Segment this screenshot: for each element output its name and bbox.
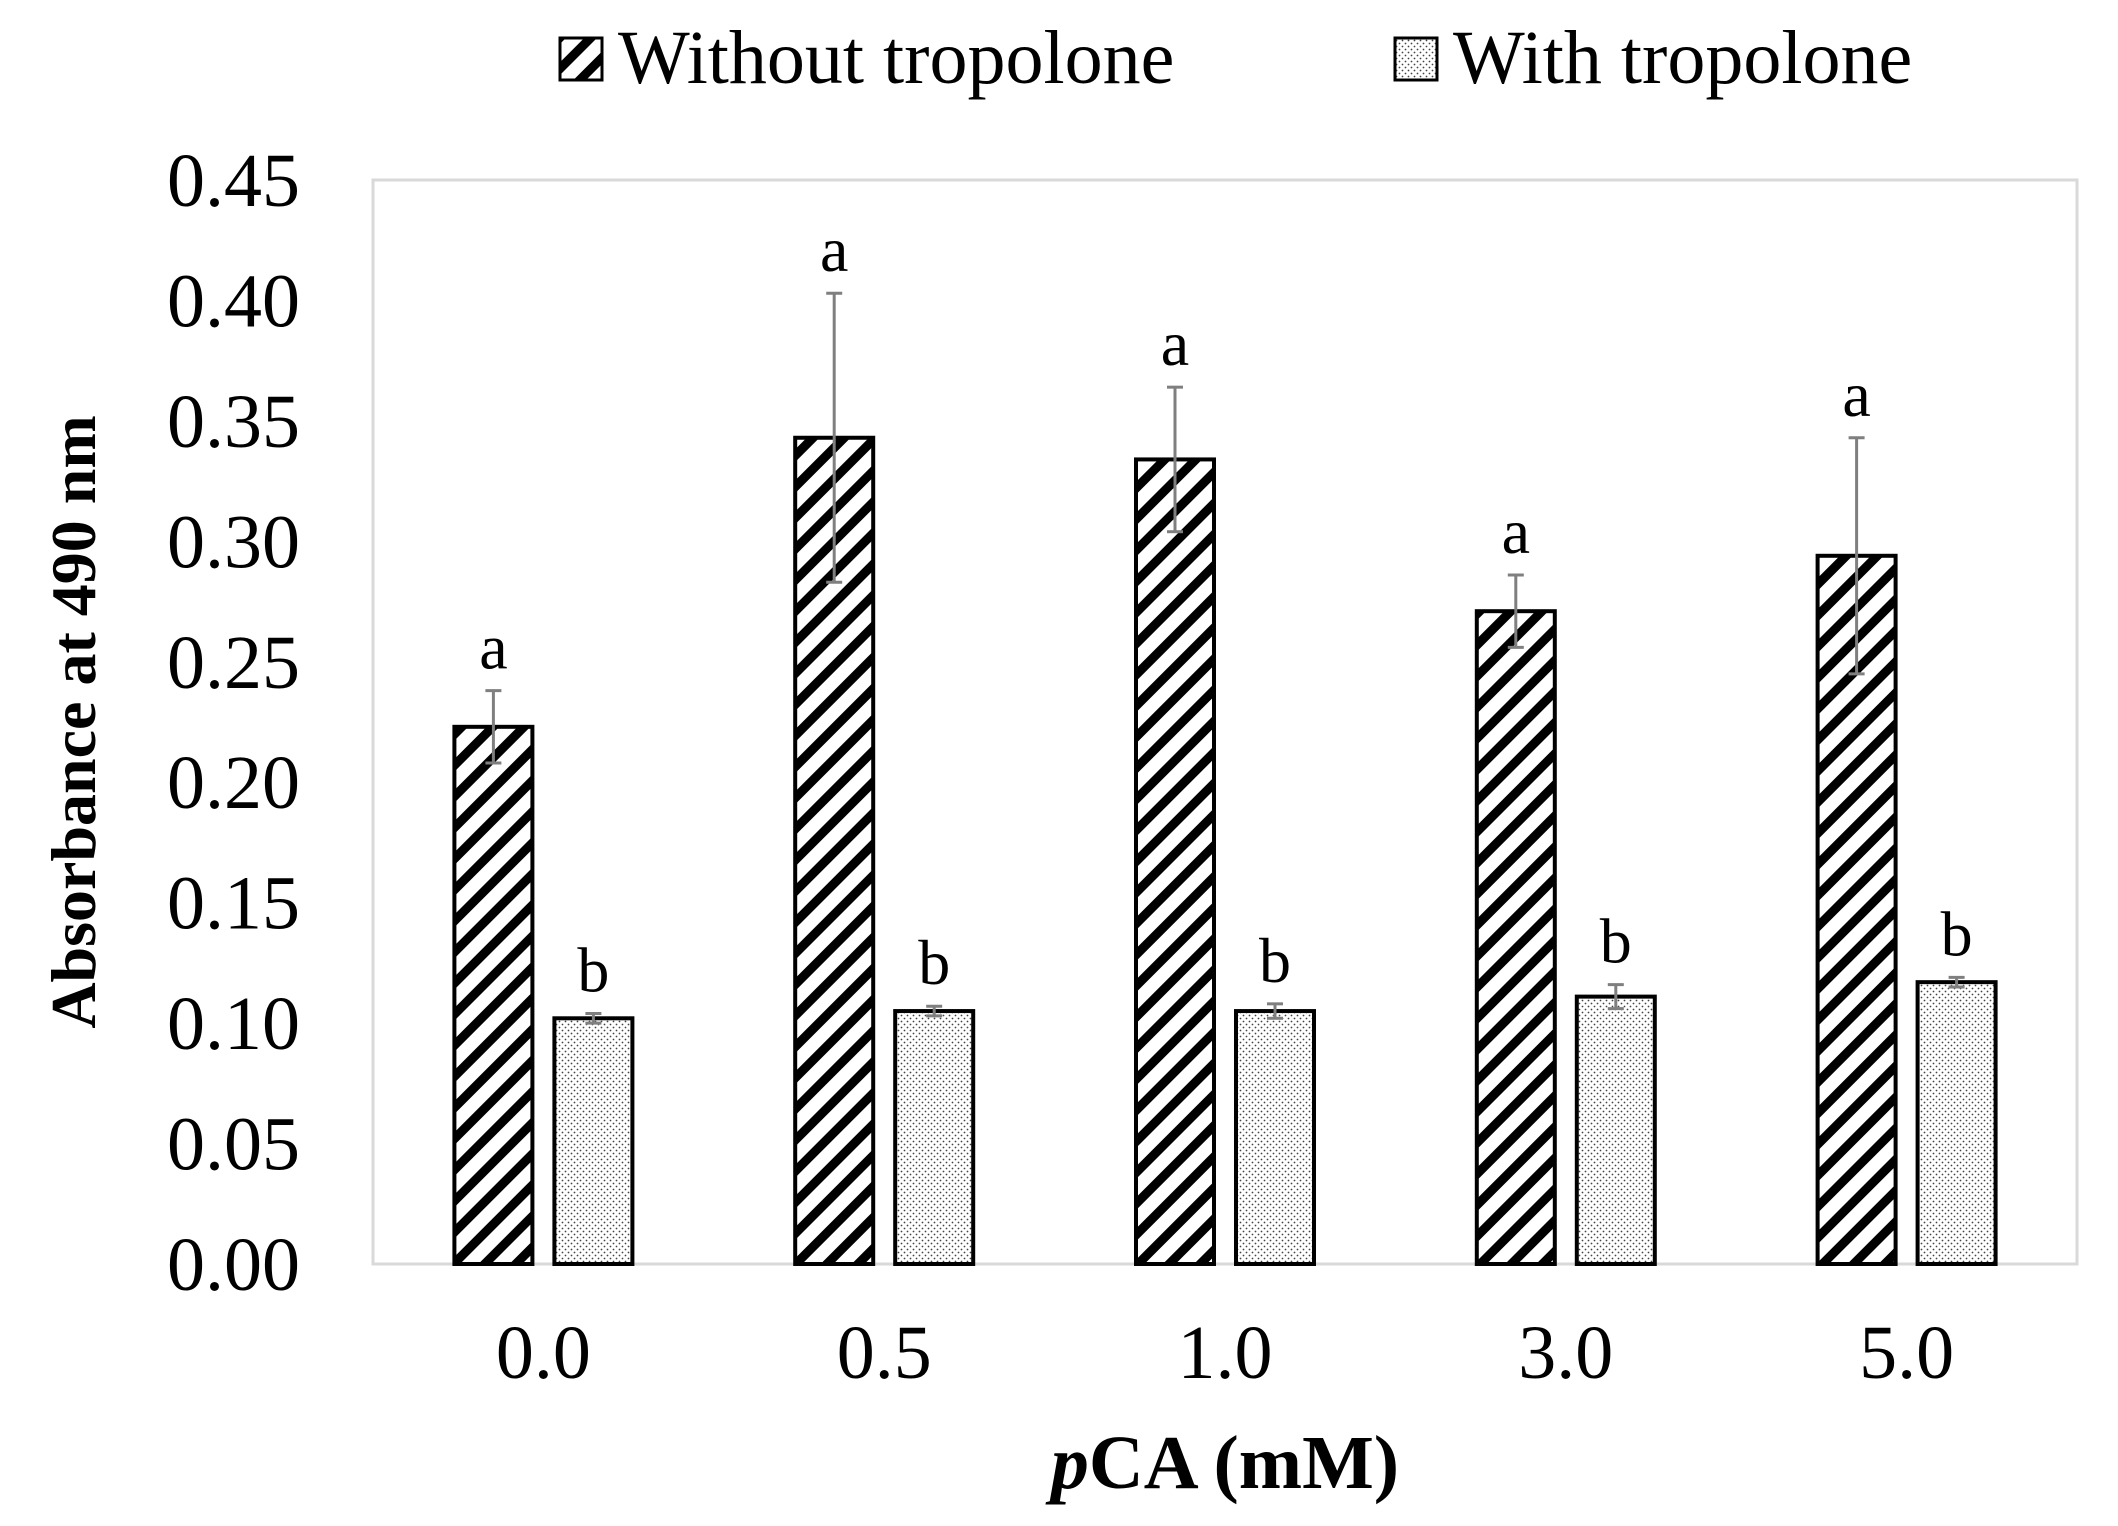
error-bar — [826, 291, 843, 584]
x-axis-title-rest: CA (mM) — [1089, 1421, 1399, 1505]
significance-letter: b — [1600, 906, 1632, 977]
bar-with-tropolone[interactable] — [552, 1016, 635, 1266]
y-tick-label: 0.30 — [167, 500, 300, 584]
x-tick-label: 0.5 — [837, 1311, 932, 1395]
error-bar — [1848, 436, 1865, 676]
x-axis-title: pCA (mM) — [1045, 1421, 1399, 1505]
y-tick-label: 0.00 — [167, 1223, 300, 1307]
plot-area — [371, 178, 2079, 1266]
legend-label-with-tropolone: With tropolone — [1453, 16, 1912, 100]
error-bar — [1507, 573, 1524, 649]
y-tick-label: 0.20 — [167, 741, 300, 825]
y-tick-label: 0.10 — [167, 982, 300, 1066]
y-tick-label: 0.40 — [167, 259, 300, 343]
legend-label-without-tropolone: Without tropolone — [618, 16, 1174, 100]
error-bar — [485, 689, 502, 765]
significance-letter: a — [1502, 496, 1530, 567]
error-bar — [585, 1011, 602, 1025]
x-tick-label: 0.0 — [496, 1311, 591, 1395]
x-tick-label: 3.0 — [1518, 1311, 1613, 1395]
bar-with-tropolone[interactable] — [1234, 1009, 1316, 1266]
bars — [452, 435, 1998, 1267]
y-tick-label: 0.15 — [167, 862, 300, 946]
bar-without-tropolone[interactable] — [1474, 609, 1557, 1266]
bar-with-tropolone[interactable] — [893, 1009, 976, 1266]
significance-letter: b — [1941, 898, 1973, 969]
legend-swatch-dotted — [1393, 36, 1439, 82]
bar-without-tropolone[interactable] — [452, 724, 535, 1266]
error-bar — [926, 1004, 943, 1018]
legend: Without tropolone With tropolone — [558, 16, 1912, 100]
bar-with-tropolone[interactable] — [1574, 994, 1657, 1266]
error-bar — [1607, 983, 1624, 1011]
y-axis-title: Absorbance at 490 nm — [38, 415, 109, 1028]
legend-item-with-tropolone[interactable]: With tropolone — [1393, 16, 1912, 100]
y-axis-ticks: 0.00 0.05 0.10 0.15 0.20 0.25 0.30 0.35 0.40 0.45 — [167, 139, 300, 1307]
x-tick-label: 1.0 — [1178, 1311, 1273, 1395]
significance-letter: a — [1161, 308, 1189, 379]
significance-letters: a b a b a b a b a b — [479, 214, 1972, 1005]
error-bar — [1948, 975, 1965, 989]
legend-swatch-hatched — [558, 36, 604, 82]
significance-letter: b — [918, 927, 950, 998]
significance-letter: a — [1842, 359, 1870, 430]
bar-without-tropolone[interactable] — [1134, 457, 1216, 1267]
y-tick-label: 0.25 — [167, 621, 300, 705]
significance-letter: b — [1259, 925, 1291, 996]
significance-letter: a — [820, 214, 848, 285]
legend-item-without-tropolone[interactable]: Without tropolone — [558, 16, 1174, 100]
significance-letter: b — [577, 934, 609, 1005]
x-tick-label: 5.0 — [1859, 1311, 1954, 1395]
y-tick-label: 0.35 — [167, 380, 300, 464]
x-axis-ticks: 0.0 0.5 1.0 3.0 5.0 — [496, 1311, 1954, 1395]
y-tick-label: 0.05 — [167, 1103, 300, 1187]
error-bars — [485, 291, 1965, 1025]
bar-with-tropolone[interactable] — [1915, 980, 1998, 1266]
y-tick-label: 0.45 — [167, 139, 300, 223]
significance-letter: a — [479, 612, 507, 683]
error-bar — [1267, 1002, 1283, 1020]
x-axis-title-italic: p — [1045, 1421, 1089, 1505]
error-bar — [1167, 385, 1183, 534]
